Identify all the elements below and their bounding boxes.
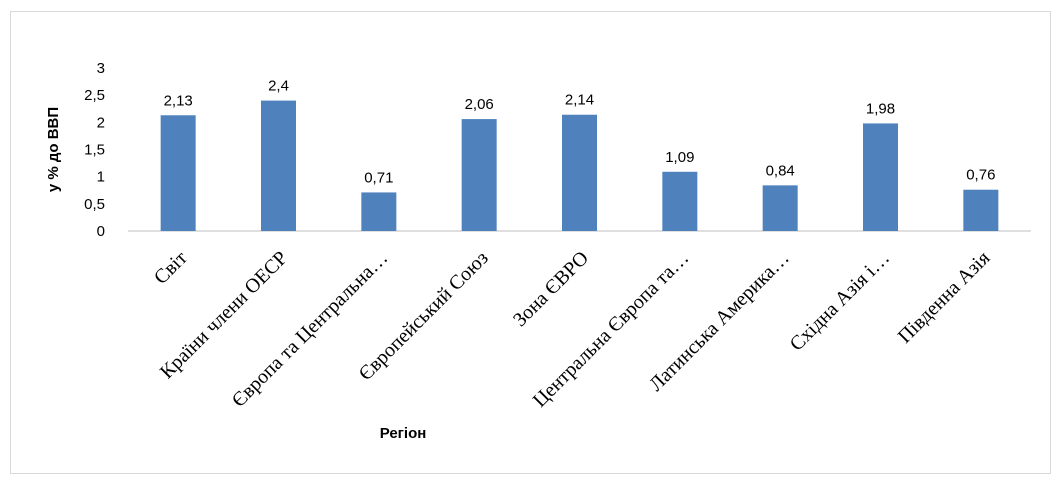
data-label: 1,98 [866, 100, 895, 117]
bar [361, 192, 397, 231]
bar-chart: 0 0,5 1 1,5 2 2,5 3 2,13 2,4 0,71 2,06 2,14 1,09 0,8… [45, 60, 1031, 442]
data-label: 0,71 [364, 169, 393, 186]
data-label: 2,4 [268, 78, 289, 95]
y-tick-label: 1 [97, 169, 105, 186]
category-label: Зона ЄВРО [509, 247, 593, 331]
bars [160, 100, 999, 231]
x-axis-title: Регіон [380, 425, 427, 442]
bar [863, 123, 898, 231]
y-axis-title: у % до ВВП [45, 107, 62, 192]
data-label: 0,84 [766, 162, 795, 179]
category-label: Світ [150, 247, 192, 289]
y-tick-label: 1,5 [84, 142, 105, 159]
bar [762, 185, 798, 231]
bar [562, 114, 597, 231]
data-label: 0,76 [966, 167, 995, 184]
y-axis-ticks: 0 0,5 1 1,5 2 2,5 3 [84, 60, 105, 240]
category-label: Південна Азія [894, 247, 995, 348]
bar [160, 115, 196, 231]
data-label: 2,06 [465, 96, 494, 113]
data-label: 1,09 [665, 149, 694, 166]
bar [461, 119, 497, 231]
y-tick-label: 0 [97, 223, 105, 240]
bar [261, 100, 296, 231]
y-tick-label: 0,5 [84, 196, 105, 213]
category-label: Східна Азія і… [786, 247, 894, 355]
data-label: 2,14 [565, 92, 594, 109]
data-labels: 2,13 2,4 0,71 2,06 2,14 1,09 0,84 1,98 0,76 [164, 78, 996, 187]
bar [963, 189, 999, 231]
data-label: 2,13 [164, 92, 193, 109]
bar [662, 171, 698, 231]
y-tick-label: 2,5 [84, 87, 105, 104]
chart-frame: 0 0,5 1 1,5 2 2,5 3 2,13 2,4 0,71 2,06 2,14 1,09 0,8… [10, 11, 1051, 474]
y-tick-label: 2 [97, 114, 105, 131]
y-tick-label: 3 [97, 60, 105, 77]
